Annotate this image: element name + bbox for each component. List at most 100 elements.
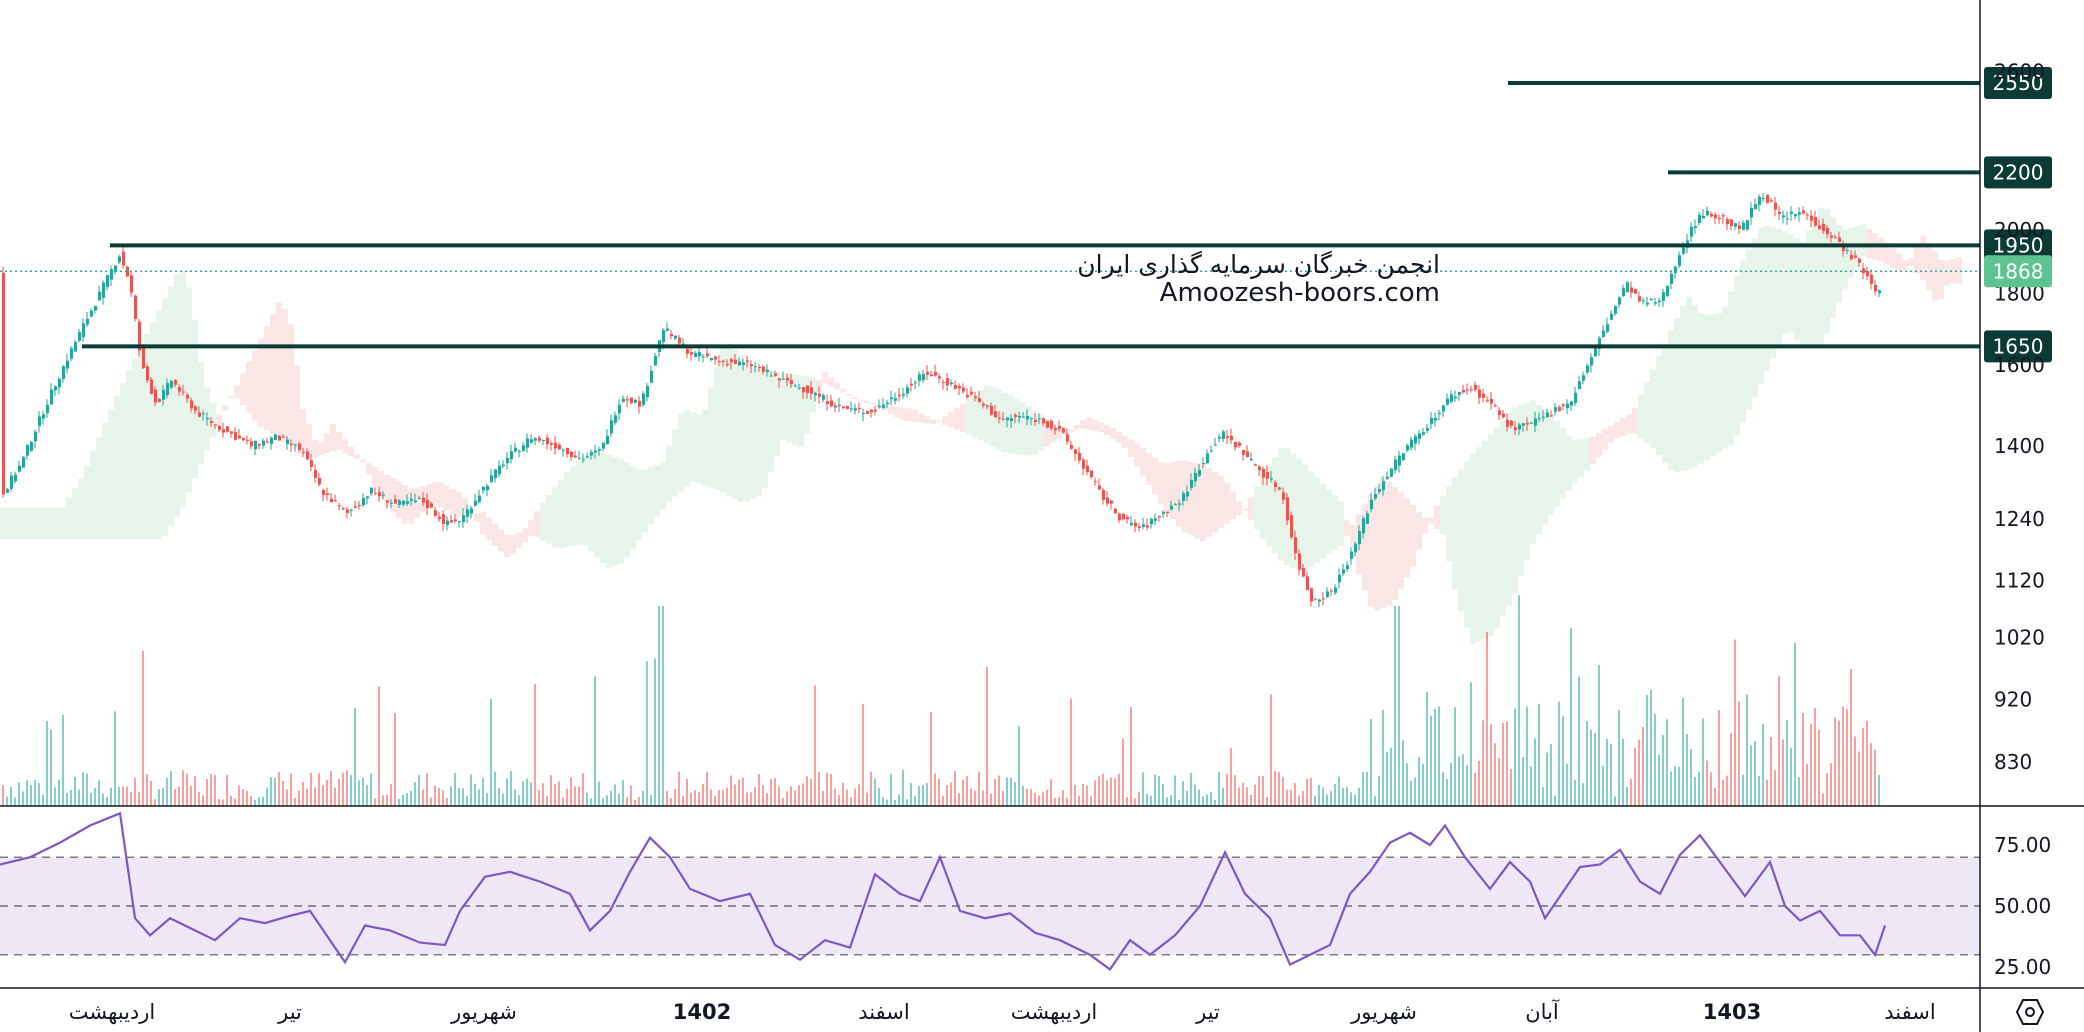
candle-body — [550, 443, 553, 445]
candle-body — [306, 451, 309, 460]
volume-bar — [1826, 773, 1828, 806]
volume-bar — [1798, 777, 1800, 806]
cloud-segment — [1632, 407, 1638, 434]
candle-body — [1858, 258, 1861, 263]
candle-body — [626, 399, 629, 401]
candle-body — [1674, 266, 1677, 273]
volume-bar — [1650, 689, 1652, 806]
volume-bar — [1054, 797, 1056, 806]
volume-bar — [1218, 771, 1220, 806]
candle-body — [1134, 522, 1137, 527]
cloud-segment — [804, 376, 810, 434]
volume-bar — [1674, 765, 1676, 806]
candle-body — [906, 387, 909, 394]
candle-body — [486, 485, 489, 491]
candle-body — [1218, 436, 1221, 439]
candle-body — [1122, 513, 1125, 520]
cloud-segment — [186, 287, 192, 493]
volume-bar — [1110, 777, 1112, 806]
volume-bar — [534, 683, 536, 806]
candle-body — [1694, 226, 1697, 229]
volume-bar — [1522, 757, 1524, 806]
volume-bar — [1322, 787, 1324, 806]
candle-body — [1678, 255, 1681, 266]
volume-bar — [1418, 757, 1420, 806]
price-tick-label: 1400 — [1994, 434, 2045, 458]
candle-body — [1642, 300, 1645, 302]
cloud-segment — [1170, 462, 1176, 520]
volume-bar — [1022, 785, 1024, 806]
candle-body — [178, 387, 181, 392]
price-tick-label: 2000 — [1994, 218, 2045, 242]
candle-body — [1558, 407, 1561, 411]
volume-bar — [1154, 774, 1156, 806]
candle-body — [574, 455, 577, 458]
candle-body — [726, 363, 729, 366]
candle-body — [794, 385, 797, 387]
candle-body — [1586, 365, 1589, 373]
volume-bar — [1778, 676, 1780, 806]
settings-hexagon-icon[interactable] — [2012, 996, 2048, 1028]
cloud-segment — [108, 409, 114, 540]
rsi-tick-label: 25.00 — [1994, 955, 2051, 979]
candle-body — [546, 437, 549, 445]
candle-body — [1006, 417, 1009, 421]
candle-body — [810, 387, 813, 394]
volume-bar — [1486, 631, 1488, 806]
cloud-segment — [918, 412, 924, 423]
volume-bar — [1238, 787, 1240, 806]
candle-body — [786, 377, 789, 381]
candle-body — [1246, 451, 1249, 457]
candle-body — [962, 387, 965, 392]
cloud-segment — [1074, 424, 1080, 430]
candle-body — [554, 442, 557, 449]
cloud-segment — [1062, 432, 1068, 435]
volume-bar — [142, 650, 144, 806]
volume-bar — [130, 792, 132, 806]
candle-body — [1754, 204, 1757, 210]
volume-bar — [1742, 774, 1744, 806]
level-price-label: 2550 — [1993, 71, 2044, 95]
cloud-segment — [480, 512, 486, 535]
volume-bar — [326, 779, 328, 806]
volume-bar — [378, 686, 380, 806]
cloud-segment — [684, 409, 690, 487]
cloud-segment — [426, 484, 432, 507]
volume-bar — [1750, 745, 1752, 806]
volume-bar — [1702, 718, 1704, 806]
candle-body — [758, 367, 761, 369]
volume-bar — [2, 785, 4, 806]
volume-bar — [1834, 717, 1836, 806]
volume-bar — [970, 788, 972, 806]
cloud-segment — [1056, 429, 1062, 439]
volume-bar — [562, 797, 564, 806]
cloud-segment — [1338, 500, 1344, 546]
volume-bar — [1590, 729, 1592, 806]
volume-bar — [826, 772, 828, 806]
cloud-segment — [12, 507, 18, 540]
cloud-segment — [192, 319, 198, 479]
cloud-segment — [1626, 414, 1632, 434]
volume-bar — [1374, 796, 1376, 806]
cloud-segment — [84, 465, 90, 540]
candle-body — [1714, 214, 1717, 219]
volume-bar — [926, 783, 928, 806]
volume-bar — [1666, 719, 1668, 806]
watermark-persian: انجمن خبرگان سرمایه گذاری ایران — [1077, 250, 1440, 279]
cloud-segment — [6, 507, 12, 540]
cloud-segment — [210, 402, 216, 437]
candle-body — [1206, 453, 1209, 464]
volume-bar — [166, 777, 168, 806]
candle-body — [1454, 396, 1457, 399]
cloud-segment — [1692, 305, 1698, 468]
volume-bar — [490, 698, 492, 806]
candle-body — [1386, 476, 1389, 479]
volume-bar — [94, 787, 96, 806]
candle-body — [1234, 442, 1237, 448]
candle-body — [654, 355, 657, 366]
cloud-segment — [702, 408, 708, 486]
candle-body — [950, 382, 953, 385]
cloud-segment — [1212, 471, 1218, 533]
candle-body — [46, 404, 49, 414]
